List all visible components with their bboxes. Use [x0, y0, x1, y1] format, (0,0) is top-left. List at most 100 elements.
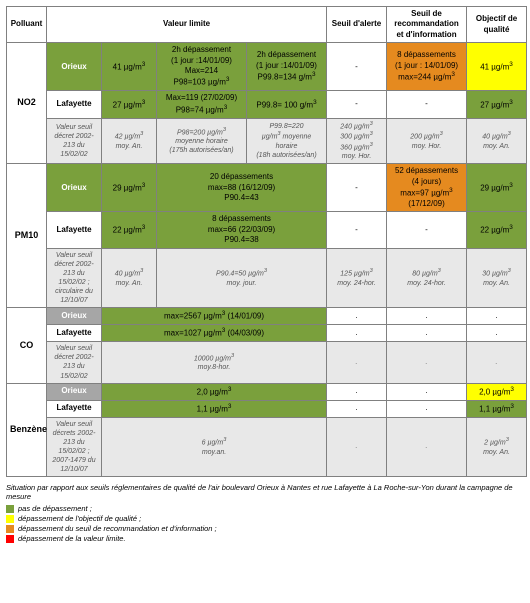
data-cell: 8 dépassementsmax=66 (22/03/09)P90.4=38 — [157, 212, 327, 248]
data-cell: 40 µg/m3moy. An. — [467, 118, 527, 163]
data-cell: 22 µg/m3 — [467, 212, 527, 248]
seuil-ref: Valeur seuil décret 2002-213 du 15/02/02 — [47, 118, 102, 163]
data-cell: 29 µg/m3 — [102, 164, 157, 212]
header-row: Polluant Valeur limite Seuil d'alerte Se… — [7, 7, 527, 43]
pollutant-no2: NO2 — [7, 43, 47, 164]
loc: Lafayette — [47, 91, 102, 118]
legend-list: pas de dépassement ;dépassement de l'obj… — [6, 504, 524, 543]
loc: Orieux — [47, 383, 102, 400]
legend-swatch — [6, 505, 14, 513]
data-cell: P90.4=50 µg/m3moy. jour. — [157, 248, 327, 308]
loc: Lafayette — [47, 325, 102, 342]
loc: Orieux — [47, 308, 102, 325]
data-cell: 27 µg/m3 — [467, 91, 527, 118]
legend-text: dépassement du seuil de recommandation e… — [18, 524, 217, 533]
h-polluant: Polluant — [7, 7, 47, 43]
data-cell: . — [327, 400, 387, 417]
seuil-ref: Valeur seuil décret 2002-213 du 15/02/02… — [47, 248, 102, 308]
caption-legend: Situation par rapport aux seuils régleme… — [6, 483, 524, 543]
no2-orieux: NO2 Orieux 41 µg/m3 2h dépassement(1 jou… — [7, 43, 527, 91]
data-cell: P98=200 µg/m3moyenne horaire(175h autori… — [157, 118, 247, 163]
data-cell: - — [327, 212, 387, 248]
data-cell: P99.8=220µg/m3 moyennehoraire(18h autori… — [247, 118, 327, 163]
data-cell: 2 µg/m3moy. An. — [467, 417, 527, 477]
data-cell: . — [387, 308, 467, 325]
benz-seuil: Valeur seuil décrets 2002-213 du 15/02/0… — [7, 417, 527, 477]
pm10-lafayette: Lafayette 22 µg/m3 8 dépassementsmax=66 … — [7, 212, 527, 248]
data-cell: 22 µg/m3 — [102, 212, 157, 248]
data-cell: - — [387, 212, 467, 248]
pm10-orieux: PM10 Orieux 29 µg/m3 20 dépassementsmax=… — [7, 164, 527, 212]
data-cell: . — [467, 308, 527, 325]
data-cell: . — [467, 342, 527, 383]
data-cell: 41 µg/m3 — [467, 43, 527, 91]
data-cell: . — [387, 383, 467, 400]
pollutant-co: CO — [7, 308, 47, 383]
data-cell: P99.8= 100 g/m3 — [247, 91, 327, 118]
legend-item: pas de dépassement ; — [6, 504, 524, 513]
loc: Orieux — [47, 164, 102, 212]
co-seuil: Valeur seuil décret 2002-213 du 15/02/02… — [7, 342, 527, 383]
no2-seuil: Valeur seuil décret 2002-213 du 15/02/02… — [7, 118, 527, 163]
data-cell: 6 µg/m3moy.an. — [102, 417, 327, 477]
data-cell: . — [387, 417, 467, 477]
benz-orieux: Benzène Orieux 2,0 µg/m3 . . 2,0 µg/m3 — [7, 383, 527, 400]
data-cell: 2h dépassement(1 jour :14/01/09)Max=214P… — [157, 43, 247, 91]
data-cell: 2,0 µg/m3 — [467, 383, 527, 400]
data-cell: - — [327, 164, 387, 212]
data-cell: - — [387, 91, 467, 118]
data-cell: max=1027 µg/m3 (04/03/09) — [102, 325, 327, 342]
data-cell: 2h dépassement(1 jour :14/01/09)P99.8=13… — [247, 43, 327, 91]
data-cell: 41 µg/m3 — [102, 43, 157, 91]
data-cell: . — [327, 308, 387, 325]
loc: Orieux — [47, 43, 102, 91]
data-cell: . — [327, 383, 387, 400]
caption-title: Situation par rapport aux seuils régleme… — [6, 483, 524, 501]
loc: Lafayette — [47, 400, 102, 417]
data-cell: 42 µg/m3moy. An. — [102, 118, 157, 163]
data-cell: 125 µg/m3moy. 24-hor. — [327, 248, 387, 308]
data-cell: . — [387, 325, 467, 342]
h-seuil-reco: Seuil de recommandation et d'information — [387, 7, 467, 43]
legend-text: dépassement de l'objectif de qualité ; — [18, 514, 141, 523]
data-cell: 10000 µg/m3moy.8-hor. — [102, 342, 327, 383]
data-cell: 200 µg/m3moy. Hor. — [387, 118, 467, 163]
data-cell: 1,1 µg/m3 — [102, 400, 327, 417]
h-seuil-alerte: Seuil d'alerte — [327, 7, 387, 43]
data-cell: 40 µg/m3moy. An. — [102, 248, 157, 308]
data-cell: 52 dépassements(4 jours)max=97 µg/m3(17/… — [387, 164, 467, 212]
data-cell: - — [327, 43, 387, 91]
data-cell: 240 µg/m3300 µg/m3360 µg/m3moy. Hor. — [327, 118, 387, 163]
data-cell: 27 µg/m3 — [102, 91, 157, 118]
data-cell: 8 dépassements(1 jour : 14/01/09)max=244… — [387, 43, 467, 91]
legend-item: dépassement de l'objectif de qualité ; — [6, 514, 524, 523]
co-orieux: CO Orieux max=2567 µg/m3 (14/01/09) . . … — [7, 308, 527, 325]
benz-lafayette: Lafayette 1,1 µg/m3 . . 1,1 µg/m3 — [7, 400, 527, 417]
legend-swatch — [6, 535, 14, 543]
h-objectif: Objectif de qualité — [467, 7, 527, 43]
data-cell: Max=119 (27/02/09)P98=74 µg/m3 — [157, 91, 247, 118]
data-cell: . — [387, 342, 467, 383]
data-cell: 1,1 µg/m3 — [467, 400, 527, 417]
legend-item: dépassement du seuil de recommandation e… — [6, 524, 524, 533]
data-cell: - — [327, 91, 387, 118]
legend-text: dépassement de la valeur limite. — [18, 534, 126, 543]
pm10-seuil: Valeur seuil décret 2002-213 du 15/02/02… — [7, 248, 527, 308]
seuil-ref: Valeur seuil décret 2002-213 du 15/02/02 — [47, 342, 102, 383]
data-cell: . — [327, 325, 387, 342]
data-cell: . — [327, 342, 387, 383]
data-cell: 80 µg/m3moy. 24-hor. — [387, 248, 467, 308]
legend-text: pas de dépassement ; — [18, 504, 92, 513]
data-cell: 2,0 µg/m3 — [102, 383, 327, 400]
data-cell: max=2567 µg/m3 (14/01/09) — [102, 308, 327, 325]
data-cell: 20 dépassementsmax=88 (16/12/09)P90.4=43 — [157, 164, 327, 212]
legend-swatch — [6, 515, 14, 523]
data-cell: . — [467, 325, 527, 342]
pollutant-benz: Benzène — [7, 383, 47, 477]
data-cell: . — [387, 400, 467, 417]
data-cell: 30 µg/m3moy. An. — [467, 248, 527, 308]
seuil-ref: Valeur seuil décrets 2002-213 du 15/02/0… — [47, 417, 102, 477]
legend-item: dépassement de la valeur limite. — [6, 534, 524, 543]
air-quality-table: Polluant Valeur limite Seuil d'alerte Se… — [6, 6, 527, 477]
co-lafayette: Lafayette max=1027 µg/m3 (04/03/09) . . … — [7, 325, 527, 342]
